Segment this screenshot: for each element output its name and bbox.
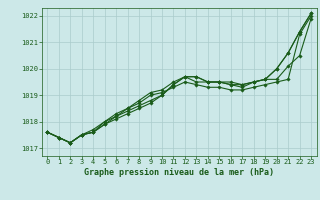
X-axis label: Graphe pression niveau de la mer (hPa): Graphe pression niveau de la mer (hPa)	[84, 168, 274, 177]
